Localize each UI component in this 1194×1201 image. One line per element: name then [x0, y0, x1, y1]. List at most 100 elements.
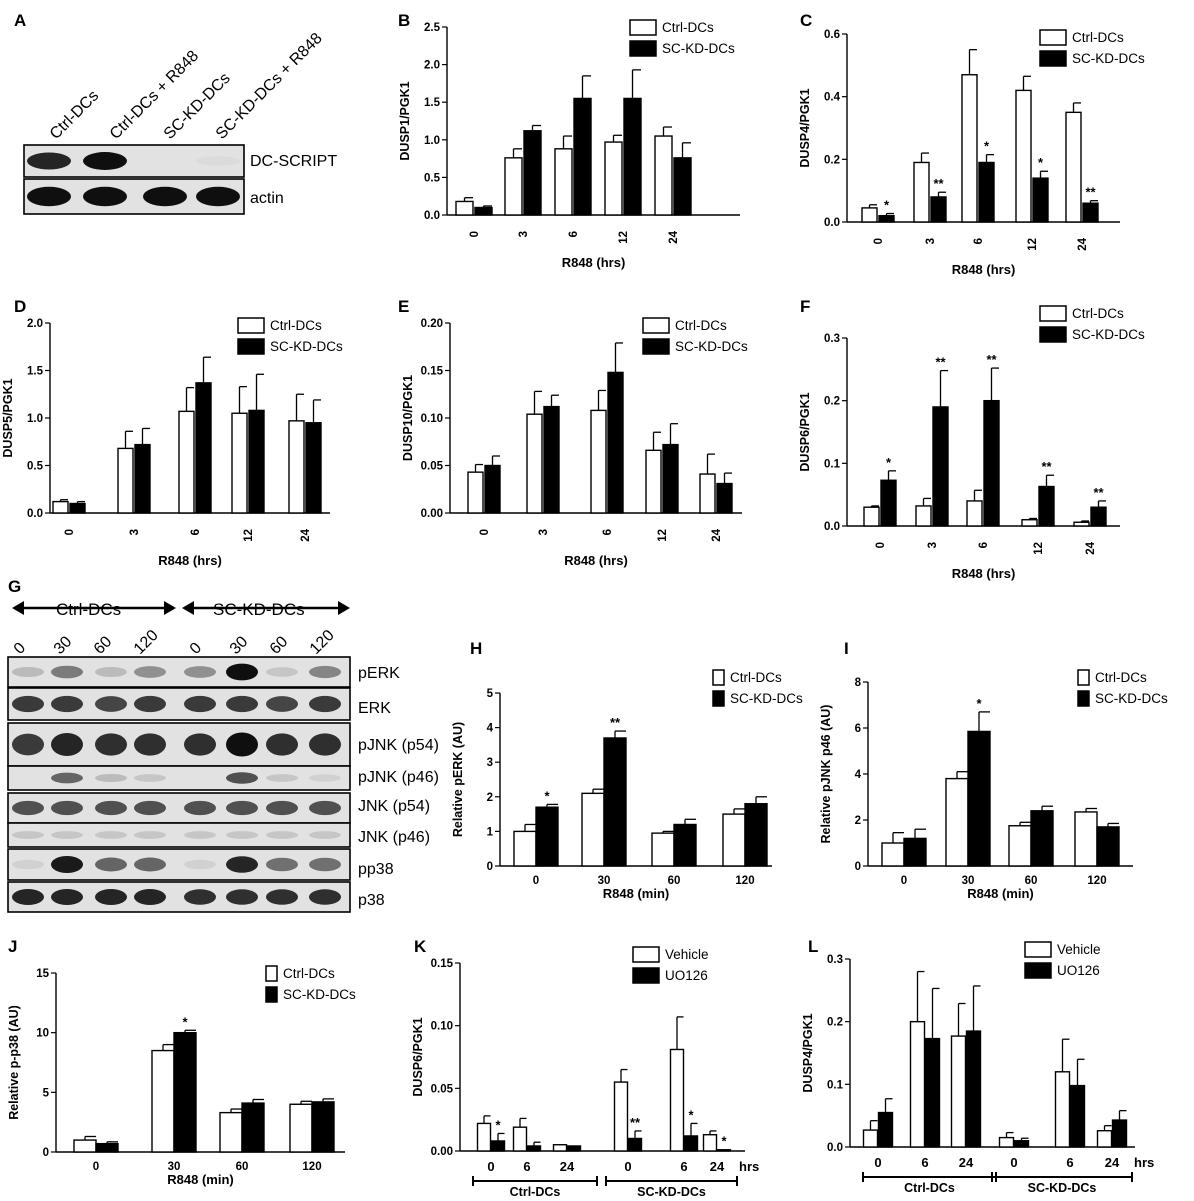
- x-tick-label: 24: [668, 230, 680, 243]
- bar-series-2: [744, 803, 768, 867]
- blot-g-band: [266, 774, 298, 782]
- legend-swatch: [265, 986, 278, 1003]
- blot-g-band: [309, 733, 341, 756]
- blot-g-band: [95, 773, 127, 783]
- blot-g-lane-label: 30: [51, 633, 76, 658]
- y-tick-label: 0.2: [824, 154, 840, 166]
- legend-swatch: [629, 19, 657, 36]
- panel-letter-K: K: [414, 937, 427, 956]
- chart-i: 0 2 4 6 8 Relative pJNK p46 (AU) 0 30 60 120 * R848…: [819, 669, 1168, 901]
- blot-g-band: [266, 889, 298, 905]
- legend-label: SC-KD-DCs: [1072, 327, 1145, 342]
- blot-g-band: [95, 733, 127, 756]
- x-axis-title: R848 (hrs): [564, 553, 628, 568]
- bar-series-2: [311, 1101, 335, 1153]
- blot-g-band: [309, 665, 341, 679]
- blot-g-band: [226, 889, 258, 905]
- y-tick-label: 0.1: [827, 1079, 844, 1091]
- x-tick-label: 3: [927, 542, 939, 548]
- y-tick-label: 0.2: [824, 396, 840, 408]
- x-tick-label: 6: [973, 238, 985, 244]
- bar-series-2: [1030, 810, 1054, 867]
- bar-series-2: [683, 1135, 699, 1152]
- blot-g-band: [184, 666, 216, 678]
- blot-g-band: [266, 857, 298, 872]
- bar-series-1: [654, 135, 673, 216]
- y-tick-label: 5: [487, 688, 494, 700]
- bar-series-2: [95, 1142, 119, 1153]
- blot-g-band: [134, 889, 166, 905]
- legend-label: Ctrl-DCs: [1095, 670, 1147, 685]
- legend-label: Ctrl-DCs: [730, 670, 782, 685]
- y-tick-label: 0.5: [27, 461, 44, 473]
- legend-swatch: [642, 338, 670, 355]
- y-tick-label: 0.0: [824, 521, 840, 533]
- bar-series-2: [248, 409, 265, 514]
- y-tick-label: 0: [855, 861, 861, 873]
- legend-swatch: [632, 967, 660, 984]
- bar-series-2: [716, 482, 733, 514]
- x-tick-label: 0: [64, 529, 76, 535]
- blot-a-band: [83, 186, 127, 207]
- x-tick-label: 3: [518, 231, 530, 237]
- blot-g-lane-label: 60: [267, 633, 292, 658]
- bar-series-2: [526, 1145, 542, 1152]
- bar-series-2: [1090, 506, 1107, 527]
- bar-series-2: [924, 1037, 941, 1148]
- bar-series-1: [945, 777, 969, 867]
- group-label: SC-KD-DCs: [637, 1185, 706, 1199]
- blot-g-band: [12, 889, 44, 905]
- blot-g-band: [51, 772, 83, 784]
- blot-g-band: [309, 889, 341, 905]
- bar-series-1: [1065, 111, 1082, 223]
- bar-series-2: [930, 196, 947, 223]
- legend-label: Ctrl-DCs: [662, 20, 714, 35]
- blot-g-band: [309, 831, 341, 839]
- panel-letter-J: J: [8, 937, 17, 956]
- bar-series-1: [1073, 521, 1090, 527]
- bar-series-2: [1013, 1140, 1030, 1148]
- x-tick-label: 6: [190, 529, 202, 535]
- legend-label: Vehicle: [1057, 942, 1101, 957]
- bar-series-1: [288, 420, 305, 514]
- blot-a-lane-label: Ctrl-DCs + R848: [107, 47, 202, 142]
- x-axis-title: R848 (hrs): [158, 553, 222, 568]
- bar-series-1: [881, 842, 905, 867]
- bar-series-1: [289, 1103, 313, 1153]
- x-tick-label: 0: [487, 1159, 494, 1174]
- y-tick-label: 0.20: [421, 318, 443, 330]
- x-tick-label: 24: [1077, 237, 1089, 250]
- blot-g-band: [51, 733, 83, 756]
- y-tick-label: 2: [855, 815, 861, 827]
- legend-label: Ctrl-DCs: [283, 966, 335, 981]
- bar-series-1: [913, 161, 930, 223]
- bar-series-1: [526, 413, 543, 514]
- legend-swatch: [629, 40, 657, 57]
- significance-marker: *: [976, 696, 982, 711]
- blot-g-band: [12, 800, 44, 816]
- blot-a-band: [196, 186, 240, 207]
- group-arrow-head: [164, 601, 176, 615]
- x-tick-label: 60: [668, 875, 681, 887]
- legend-swatch: [1077, 690, 1090, 707]
- panel-letters: A B C D E F G H I J K L: [8, 11, 849, 956]
- significance-marker: **: [610, 715, 621, 730]
- significance-marker: *: [721, 1134, 727, 1149]
- blot-a-lane-label: SC-KD-DCs + R848: [213, 30, 326, 143]
- blot-g-band: [95, 889, 127, 905]
- blot-g-band: [12, 733, 44, 756]
- y-tick-label: 0.10: [421, 413, 443, 425]
- bar-series-1: [998, 1136, 1015, 1148]
- bar-series-1: [1096, 1130, 1113, 1148]
- blot-g-band: [51, 695, 83, 713]
- legend-label: SC-KD-DCs: [283, 987, 356, 1002]
- significance-marker: *: [544, 788, 550, 803]
- bar-series-1: [178, 410, 195, 514]
- bar-series-2: [1038, 485, 1055, 527]
- y-tick-label: 1.5: [424, 97, 441, 109]
- bar-series-2: [932, 406, 949, 527]
- blot-g-band: [51, 800, 83, 816]
- bar-series-1: [590, 409, 607, 514]
- x-tick-label: 24: [710, 1159, 725, 1174]
